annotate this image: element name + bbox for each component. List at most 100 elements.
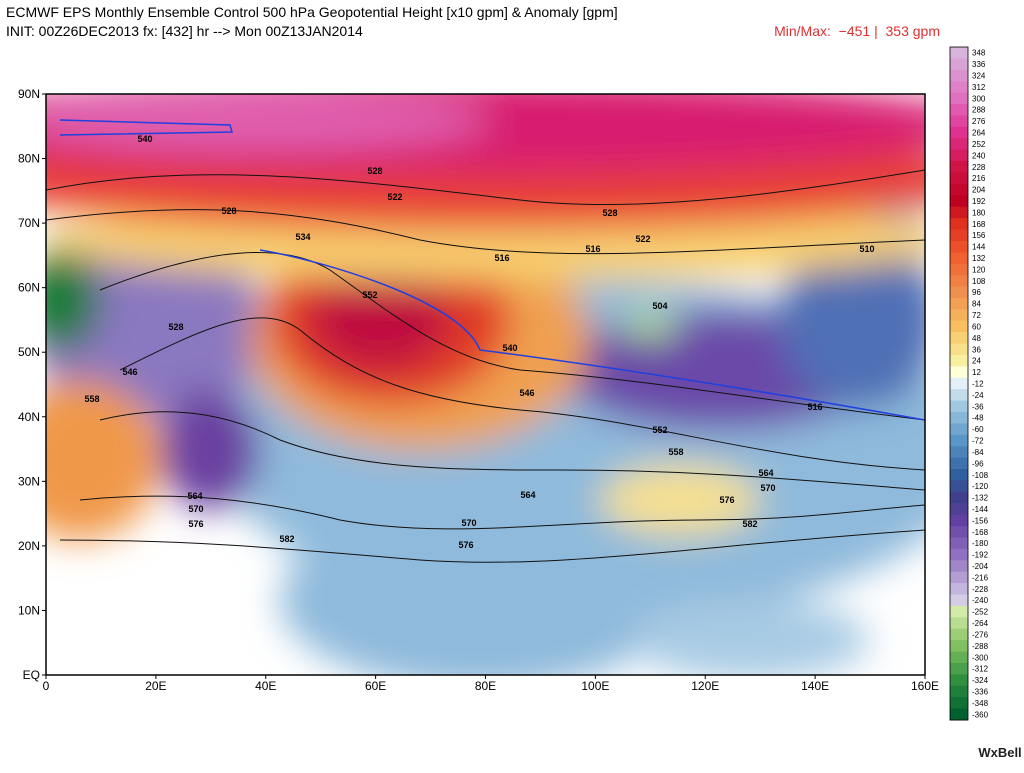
colorbar-label: 96 xyxy=(972,288,981,297)
colorbar-cell xyxy=(950,480,968,493)
colorbar-label: 336 xyxy=(972,60,986,69)
colorbar-label: -96 xyxy=(972,459,984,468)
colorbar-cell xyxy=(950,275,968,288)
colorbar-cell xyxy=(950,172,968,185)
colorbar-frame xyxy=(949,46,969,721)
colorbar-cell xyxy=(950,571,968,584)
colorbar-label: -156 xyxy=(972,516,989,525)
colorbar-label: 48 xyxy=(972,334,981,343)
colorbar-cell xyxy=(950,377,968,390)
contour-label: 564 xyxy=(758,468,773,478)
colorbar-label: 276 xyxy=(972,117,986,126)
colorbar-cell xyxy=(950,115,968,128)
colorbar-label: -216 xyxy=(972,573,989,582)
colorbar-label: 84 xyxy=(972,300,981,309)
contour-label: 564 xyxy=(187,491,202,501)
contour-label: 528 xyxy=(367,166,382,176)
colorbar-label: 168 xyxy=(972,220,986,229)
colorbar-cell xyxy=(950,149,968,162)
colorbar-label: 228 xyxy=(972,163,986,172)
lon-label: 120E xyxy=(691,679,719,693)
lat-label: 40N xyxy=(18,410,40,424)
colorbar-label: 180 xyxy=(972,208,986,217)
colorbar-cell xyxy=(950,503,968,516)
colorbar-cell xyxy=(950,469,968,481)
contour-label: 516 xyxy=(585,244,600,254)
colorbar-label: -264 xyxy=(972,619,989,628)
colorbar-cell xyxy=(950,354,968,367)
lon-label: 140E xyxy=(801,679,829,693)
colorbar-label: -168 xyxy=(972,528,989,537)
colorbar-label: -300 xyxy=(972,653,989,662)
colorbar-label: -48 xyxy=(972,414,984,423)
colorbar-cell xyxy=(950,229,968,242)
colorbar-cell xyxy=(950,297,968,310)
colorbar-cell xyxy=(950,446,968,459)
colorbar-cell xyxy=(950,526,968,538)
lat-label: 50N xyxy=(18,345,40,359)
colorbar-cell xyxy=(950,548,968,561)
init-line: INIT: 00Z26DEC2013 fx: [432] hr --> Mon … xyxy=(6,23,363,39)
lat-label: 30N xyxy=(18,474,40,488)
contour-label: 570 xyxy=(188,504,203,514)
colorbar-cell xyxy=(950,697,968,710)
colorbar-label: 60 xyxy=(972,322,981,331)
colorbar-label: -324 xyxy=(972,676,989,685)
lat-label: EQ xyxy=(23,668,40,682)
colorbar-label: -144 xyxy=(972,505,989,514)
colorbar-cell xyxy=(950,457,968,470)
colorbar-cell xyxy=(950,104,968,116)
colorbar-label: 348 xyxy=(972,49,986,58)
colorbar-label: -348 xyxy=(972,699,989,708)
contour-label: 558 xyxy=(668,447,683,457)
colorbar-label: 288 xyxy=(972,106,986,115)
colorbar-label: 192 xyxy=(972,197,986,206)
contour-label: 528 xyxy=(168,322,183,332)
contour-label: 576 xyxy=(458,540,473,550)
colorbar-cell xyxy=(950,138,968,151)
colorbar-label: -72 xyxy=(972,437,984,446)
colorbar-cell xyxy=(950,252,968,265)
contour-label: 582 xyxy=(742,519,757,529)
colorbar-cell xyxy=(950,366,968,379)
colorbar-label: -204 xyxy=(972,562,989,571)
colorbar-label: 240 xyxy=(972,151,986,160)
colorbar-label: 24 xyxy=(972,357,981,366)
colorbar-cell xyxy=(950,92,968,105)
colorbar-label: 156 xyxy=(972,231,986,240)
colorbar-label: -228 xyxy=(972,585,989,594)
colorbar-label: -360 xyxy=(972,710,989,719)
colorbar-label: 252 xyxy=(972,140,986,149)
colorbar-cell xyxy=(950,263,968,276)
contour-label: 546 xyxy=(519,388,534,398)
colorbar-cell xyxy=(950,674,968,687)
lon-label: 40E xyxy=(255,679,276,693)
colorbar-label: -60 xyxy=(972,425,984,434)
contour-label: 564 xyxy=(520,490,535,500)
colorbar-cell xyxy=(950,286,968,299)
colorbar-cell xyxy=(950,320,968,333)
colorbar-cell xyxy=(950,605,968,618)
contour-label: 552 xyxy=(652,425,667,435)
lat-label: 80N xyxy=(18,152,40,166)
colorbar-cell xyxy=(950,685,968,698)
watermark: WxBell xyxy=(978,745,1021,760)
lat-label: 60N xyxy=(18,281,40,295)
contour-label: 510 xyxy=(859,244,874,254)
lon-label: 0 xyxy=(43,679,50,693)
colorbar-cell xyxy=(950,651,968,664)
colorbar-label: -312 xyxy=(972,665,989,674)
colorbar-cell xyxy=(950,708,968,721)
colorbar-cell xyxy=(950,400,968,413)
contour-label: 540 xyxy=(502,343,517,353)
map-field xyxy=(46,94,925,675)
colorbar-label: -120 xyxy=(972,482,989,491)
colorbar-cell xyxy=(950,47,968,59)
colorbar-label: -336 xyxy=(972,687,989,696)
colorbar-cell xyxy=(950,423,968,436)
colorbar-cell xyxy=(950,434,968,447)
contour-label: 540 xyxy=(137,134,152,144)
lon-label: 80E xyxy=(475,679,496,693)
min-max: Min/Max: −451 | 353 gpm xyxy=(774,23,940,39)
